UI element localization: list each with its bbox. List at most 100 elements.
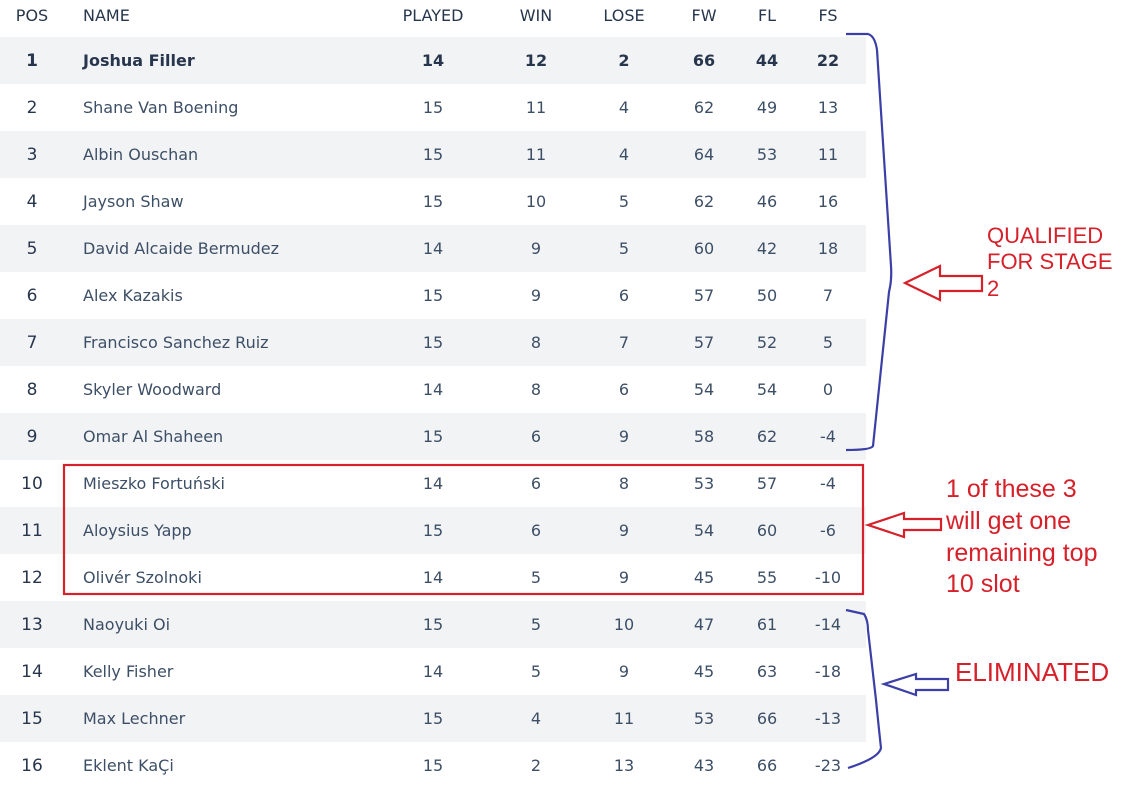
cell-fw: 54 xyxy=(693,521,715,540)
cell-fs: -14 xyxy=(814,615,842,634)
cell-played: 15 xyxy=(422,709,444,728)
cell-fl: 54 xyxy=(756,380,778,399)
cell-name: Joshua Filler xyxy=(83,51,195,70)
cell-fw: 53 xyxy=(693,709,715,728)
cell-pos: 10 xyxy=(21,473,43,494)
cell-fw: 66 xyxy=(692,51,716,70)
cell-lose: 5 xyxy=(618,239,630,258)
cell-win: 6 xyxy=(530,521,542,540)
boundary-arrow-icon xyxy=(864,511,943,539)
cell-win: 5 xyxy=(530,662,542,681)
cell-played: 14 xyxy=(422,568,444,587)
cell-win: 10 xyxy=(525,192,547,211)
cell-lose: 6 xyxy=(618,286,630,305)
table-row[interactable]: 13 Naoyuki Oi 15 5 10 47 61 -14 xyxy=(0,601,866,648)
cell-fl: 62 xyxy=(756,427,778,446)
table-row[interactable]: 1 Joshua Filler 14 12 2 66 44 22 xyxy=(0,37,866,84)
cell-pos: 5 xyxy=(26,238,38,259)
cell-fs: -23 xyxy=(814,756,842,775)
cell-name: Jayson Shaw xyxy=(83,192,184,211)
header-fl[interactable]: FL xyxy=(757,5,777,25)
cell-fw: 43 xyxy=(693,756,715,775)
table-row[interactable]: 10 Mieszko Fortuński 14 6 8 53 57 -4 xyxy=(0,460,866,507)
table-row[interactable]: 2 Shane Van Boening 15 11 4 62 49 13 xyxy=(0,84,866,131)
table-row[interactable]: 6 Alex Kazakis 15 9 6 57 50 7 xyxy=(0,272,866,319)
cell-fw: 60 xyxy=(693,239,715,258)
cell-played: 15 xyxy=(422,333,444,352)
table-row[interactable]: 11 Aloysius Yapp 15 6 9 54 60 -6 xyxy=(0,507,866,554)
header-lose[interactable]: LOSE xyxy=(603,5,645,25)
cell-pos: 8 xyxy=(26,379,38,400)
cell-lose: 9 xyxy=(618,521,630,540)
cell-pos: 4 xyxy=(26,191,38,212)
cell-name: Max Lechner xyxy=(83,709,186,728)
header-pos[interactable]: POS xyxy=(15,5,49,25)
cell-fs: 0 xyxy=(822,380,834,399)
cell-fs: 11 xyxy=(817,145,839,164)
cell-fl: 66 xyxy=(756,756,778,775)
cell-pos: 13 xyxy=(21,614,43,635)
table-row[interactable]: 4 Jayson Shaw 15 10 5 62 46 16 xyxy=(0,178,866,225)
cell-name: Albin Ouschan xyxy=(83,145,199,164)
cell-lose: 13 xyxy=(613,756,635,775)
table-row[interactable]: 12 Olivér Szolnoki 14 5 9 45 55 -10 xyxy=(0,554,866,601)
table-row[interactable]: 7 Francisco Sanchez Ruiz 15 8 7 57 52 5 xyxy=(0,319,866,366)
table-row[interactable]: 9 Omar Al Shaheen 15 6 9 58 62 -4 xyxy=(0,413,866,460)
cell-lose: 5 xyxy=(618,192,630,211)
cell-name: Kelly Fisher xyxy=(83,662,174,681)
cell-fl: 57 xyxy=(756,474,778,493)
cell-lose: 7 xyxy=(618,333,630,352)
cell-fs: -6 xyxy=(820,521,836,540)
cell-name: Naoyuki Oi xyxy=(83,615,171,634)
eliminated-arrow-icon xyxy=(880,672,950,697)
cell-pos: 7 xyxy=(26,332,38,353)
cell-win: 9 xyxy=(530,239,542,258)
header-fs[interactable]: FS xyxy=(818,5,838,25)
cell-lose: 9 xyxy=(618,427,630,446)
cell-name: Eklent KaÇi xyxy=(83,756,174,775)
table-row[interactable]: 5 David Alcaide Bermudez 14 9 5 60 42 18 xyxy=(0,225,866,272)
cell-fs: 7 xyxy=(822,286,834,305)
boundary-line-1: 1 of these 3 xyxy=(946,475,1077,503)
header-name[interactable]: NAME xyxy=(83,5,130,25)
qualified-label: QUALIFIED FOR STAGE 2 xyxy=(987,223,1126,302)
cell-win: 4 xyxy=(530,709,542,728)
header-win[interactable]: WIN xyxy=(519,5,553,25)
cell-win: 6 xyxy=(530,427,542,446)
boundary-box xyxy=(62,463,865,596)
cell-played: 14 xyxy=(422,662,444,681)
cell-fl: 55 xyxy=(756,568,778,587)
cell-played: 14 xyxy=(422,474,444,493)
table-row[interactable]: 3 Albin Ouschan 15 11 4 64 53 11 xyxy=(0,131,866,178)
cell-name: Olivér Szolnoki xyxy=(83,568,202,587)
cell-played: 14 xyxy=(421,51,445,70)
cell-played: 15 xyxy=(422,286,444,305)
table-row[interactable]: 8 Skyler Woodward 14 8 6 54 54 0 xyxy=(0,366,866,413)
cell-win: 8 xyxy=(530,380,542,399)
cell-lose: 9 xyxy=(618,568,630,587)
cell-fl: 46 xyxy=(756,192,778,211)
cell-pos: 6 xyxy=(26,285,38,306)
table-row[interactable]: 15 Max Lechner 15 4 11 53 66 -13 xyxy=(0,695,866,742)
cell-fw: 47 xyxy=(693,615,715,634)
table-header: POS NAME PLAYED WIN LOSE FW FL FS xyxy=(0,0,866,30)
cell-fs: -18 xyxy=(814,662,842,681)
cell-pos: 9 xyxy=(26,426,38,447)
cell-played: 14 xyxy=(422,380,444,399)
cell-fw: 62 xyxy=(693,192,715,211)
cell-fl: 49 xyxy=(756,98,778,117)
cell-win: 9 xyxy=(530,286,542,305)
header-fw[interactable]: FW xyxy=(691,5,717,25)
cell-win: 12 xyxy=(524,51,548,70)
table-row[interactable]: 14 Kelly Fisher 14 5 9 45 63 -18 xyxy=(0,648,866,695)
cell-played: 15 xyxy=(422,427,444,446)
cell-lose: 6 xyxy=(618,380,630,399)
table-row[interactable]: 16 Eklent KaÇi 15 2 13 43 66 -23 xyxy=(0,742,866,789)
header-played[interactable]: PLAYED xyxy=(402,5,464,25)
cell-name: Shane Van Boening xyxy=(83,98,239,117)
cell-played: 15 xyxy=(422,192,444,211)
cell-fw: 45 xyxy=(693,568,715,587)
qualified-brace xyxy=(845,32,893,452)
cell-fs: 13 xyxy=(817,98,839,117)
eliminated-brace xyxy=(845,608,883,770)
